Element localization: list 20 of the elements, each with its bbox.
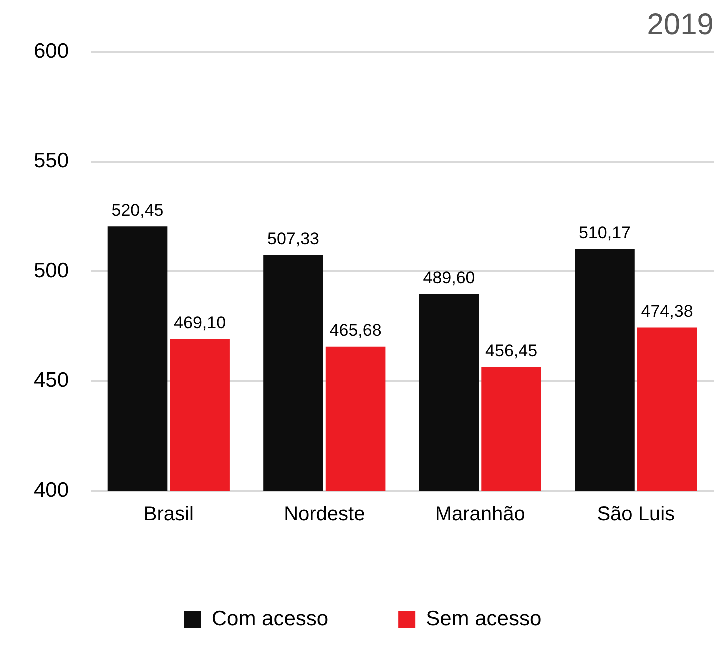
data-label: 469,10 bbox=[174, 314, 226, 333]
data-label: 474,38 bbox=[641, 302, 694, 321]
legend-label: Com acesso bbox=[212, 607, 329, 630]
chart-title: 2019 bbox=[647, 8, 714, 42]
data-label: 456,45 bbox=[486, 341, 538, 360]
data-label: 510,17 bbox=[578, 223, 631, 242]
data-label: 520,45 bbox=[112, 200, 164, 220]
y-tick-label: 400 bbox=[34, 478, 70, 502]
y-tick-label: 450 bbox=[34, 369, 70, 392]
data-label: 465,68 bbox=[330, 321, 382, 340]
legend-label: Sem acesso bbox=[426, 607, 542, 630]
x-tick-label: São Luis bbox=[597, 504, 676, 526]
data-label: 507,33 bbox=[268, 230, 320, 249]
y-tick-label: 600 bbox=[34, 40, 70, 63]
y-tick-label: 550 bbox=[34, 150, 70, 173]
y-tick-label: 500 bbox=[34, 259, 70, 282]
data-label: 489,60 bbox=[423, 268, 476, 288]
x-tick-label: Maranhão bbox=[435, 504, 526, 526]
x-tick-label: Nordeste bbox=[284, 504, 366, 526]
x-tick-label: Brasil bbox=[144, 504, 194, 526]
